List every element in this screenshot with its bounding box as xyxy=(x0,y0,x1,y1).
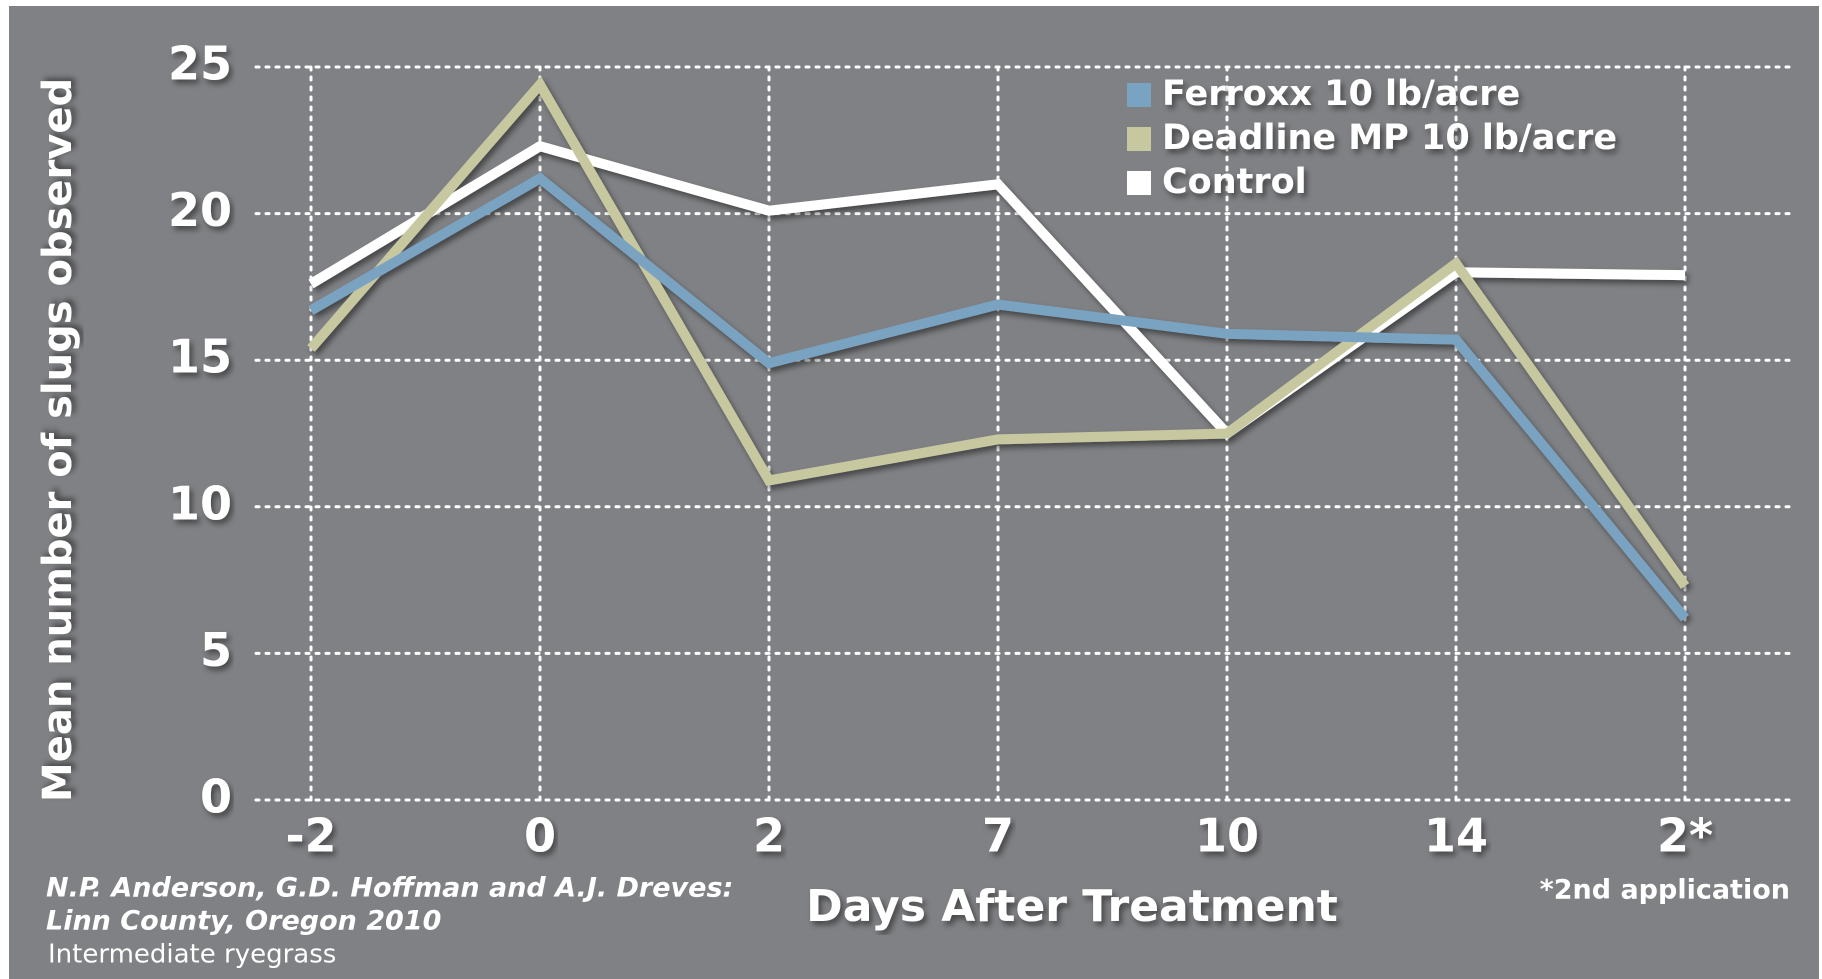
y-tick-label: 0 xyxy=(200,770,232,824)
y-tick-label: 25 xyxy=(168,37,232,91)
legend-swatch xyxy=(1127,171,1151,195)
legend-swatch xyxy=(1127,83,1151,107)
series-line xyxy=(307,76,1690,589)
legend-label: Control xyxy=(1162,162,1307,202)
x-tick-label: 0 xyxy=(524,809,556,863)
series-line xyxy=(308,140,1686,441)
y-axis-label: Mean number of slugs observed xyxy=(35,78,81,802)
y-tick-label: 15 xyxy=(168,330,232,384)
annotation: N.P. Anderson, G.D. Hoffman and A.J. Dre… xyxy=(46,873,733,904)
y-tick-label: 10 xyxy=(168,476,232,530)
x-axis-label: Days After Treatment xyxy=(806,881,1338,932)
legend-label: Ferroxx 10 lb/acre xyxy=(1162,74,1520,114)
x-tick-label: -2 xyxy=(285,809,336,863)
annotation: Intermediate ryegrass xyxy=(48,940,336,970)
annotation: *2nd application xyxy=(1540,875,1790,906)
x-tick-label: 2 xyxy=(753,809,785,863)
x-tick-label: 2* xyxy=(1657,809,1713,863)
x-tick-label: 10 xyxy=(1195,809,1259,863)
legend-label: Deadline MP 10 lb/acre xyxy=(1162,118,1617,158)
legend-swatch xyxy=(1127,127,1151,151)
y-tick-label: 5 xyxy=(200,623,232,677)
annotation: Linn County, Oregon 2010 xyxy=(46,906,441,937)
x-tick-label: 7 xyxy=(982,809,1014,863)
series-line xyxy=(308,172,1689,622)
x-tick-label: 14 xyxy=(1424,809,1488,863)
y-tick-label: 20 xyxy=(168,183,232,237)
